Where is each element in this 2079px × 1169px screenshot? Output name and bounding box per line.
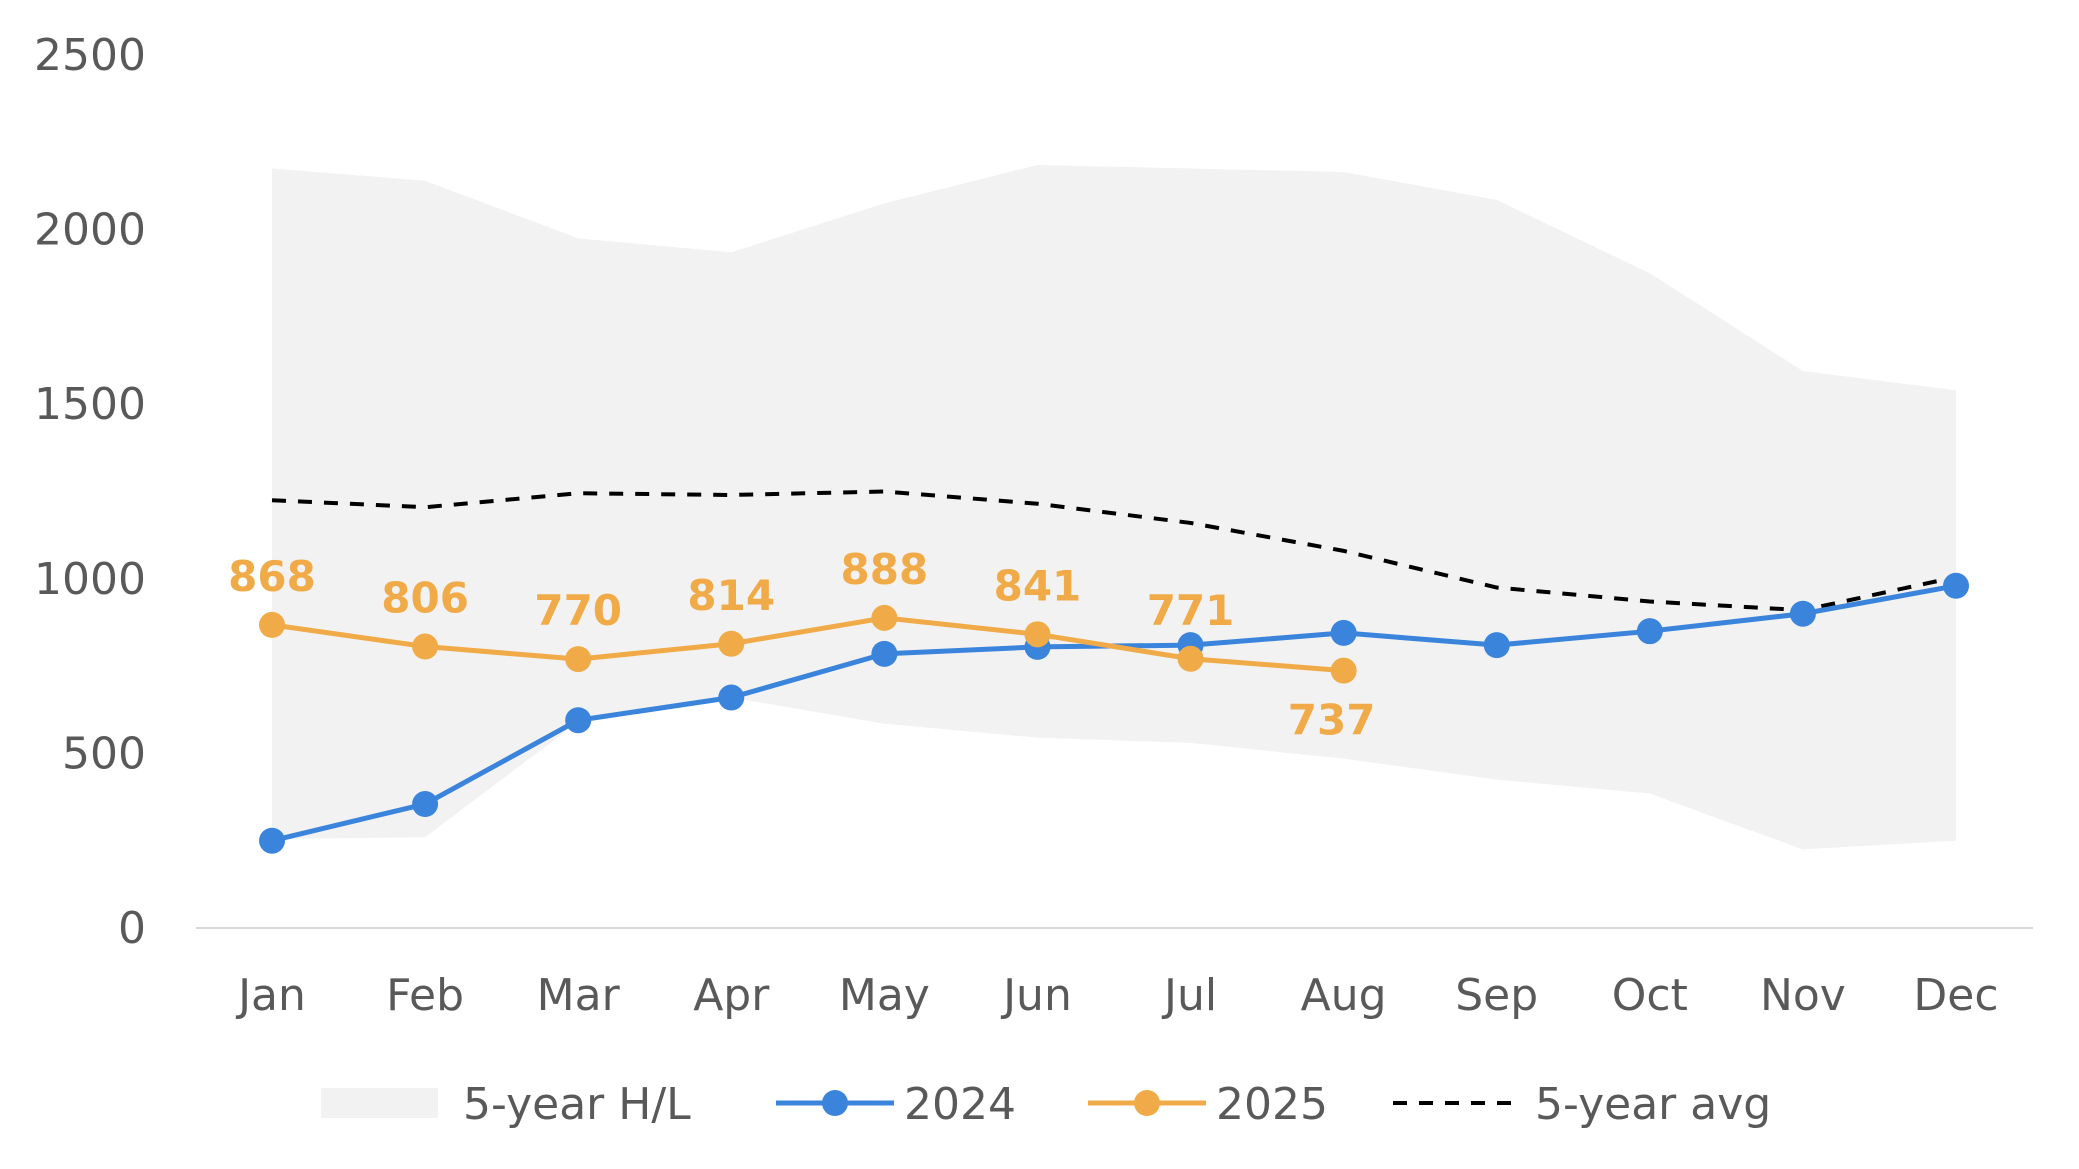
series-2024-point <box>1330 619 1357 646</box>
series-2024-point <box>565 707 592 734</box>
x-tick-label: Apr <box>693 970 770 1021</box>
series-2025-point <box>565 646 592 673</box>
series-2025-line <box>271 615 1344 674</box>
series-2024-point <box>412 791 439 818</box>
band-layer <box>272 164 1956 850</box>
legend-swatch-2025-marker <box>1134 1090 1160 1116</box>
data-label-2025: 814 <box>687 571 775 620</box>
series-2024-point <box>1483 632 1510 659</box>
x-tick-label: Jul <box>1161 970 1217 1021</box>
series-2024-point <box>1636 618 1663 645</box>
y-tick-label: 1000 <box>34 554 146 605</box>
x-tick-label: Mar <box>537 970 621 1021</box>
series-2025-point <box>718 630 745 657</box>
data-label-2025: 771 <box>1147 586 1235 635</box>
x-tick-label: Sep <box>1455 970 1538 1021</box>
legend-swatch-2024-marker <box>822 1090 848 1116</box>
legend-swatch-5-year-hl <box>321 1088 438 1118</box>
series-2024-point <box>871 640 898 667</box>
series-2025-point <box>1330 657 1357 684</box>
y-tick-label: 500 <box>62 728 146 779</box>
data-label-2025: 868 <box>228 552 316 601</box>
x-tick-label: Jun <box>1000 970 1072 1021</box>
series-5-year-avg-line <box>271 489 1957 613</box>
data-label-layer: 868 806 770 814 888 841 771 737 <box>228 545 1375 745</box>
data-label-2025: 888 <box>841 545 929 594</box>
x-tick-label: May <box>839 970 930 1021</box>
data-label-2025: 841 <box>994 561 1082 610</box>
x-tick-label: Feb <box>386 970 464 1021</box>
x-tick-label: Jan <box>235 970 306 1021</box>
legend-label-2024: 2024 <box>904 1079 1016 1130</box>
y-tick-label: 0 <box>118 903 146 954</box>
series-2024-point <box>259 827 285 854</box>
series-2025-point <box>1024 621 1051 648</box>
legend: 5-year H/L 2024 2025 5-year avg <box>321 1079 1771 1130</box>
data-label-2025: 737 <box>1288 696 1376 745</box>
y-tick-label: 2500 <box>34 30 146 81</box>
series-2025-point <box>412 633 439 660</box>
series-2025-point <box>1177 645 1204 672</box>
series-layer <box>259 489 1969 854</box>
data-label-2025: 806 <box>381 574 469 623</box>
series-2025-point <box>871 604 898 631</box>
series-2024-point <box>718 684 745 711</box>
x-tick-label: Aug <box>1301 970 1387 1021</box>
y-tick-label: 1500 <box>34 379 146 430</box>
x-tick-label: Nov <box>1760 970 1846 1021</box>
legend-label-5-year-hl: 5-year H/L <box>463 1079 691 1130</box>
band-5-year-hl-area <box>272 164 1956 850</box>
series-2025-point <box>259 611 285 638</box>
x-tick-label: Dec <box>1913 970 1998 1021</box>
axis-layer: 0 500 1000 1500 2000 2500 Jan Feb Mar Apr May Jun Ju… <box>34 30 2033 1021</box>
x-tick-label: Oct <box>1612 970 1688 1021</box>
legend-label-5-year-avg: 5-year avg <box>1535 1079 1771 1130</box>
data-label-2025: 770 <box>534 586 622 635</box>
legend-label-2025: 2025 <box>1216 1079 1328 1130</box>
series-2024-point <box>1943 572 1969 599</box>
y-tick-label: 2000 <box>34 205 146 256</box>
series-2024-point <box>1789 600 1816 627</box>
